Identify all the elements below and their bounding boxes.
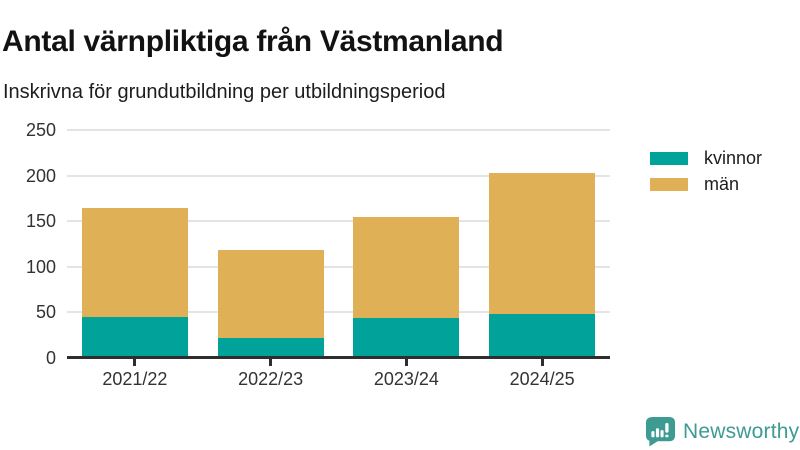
newsworthy-wordmark: Newsworthy xyxy=(683,419,800,443)
newsworthy-chart-bubble-icon xyxy=(645,416,676,447)
x-axis-line xyxy=(67,356,610,359)
chart-title: Antal värnpliktiga från Västmanland xyxy=(2,25,504,59)
newsworthy-logo: Newsworthy xyxy=(645,416,799,447)
y-tick-label-0: 0 xyxy=(45,348,56,368)
legend-swatch-kvinnor xyxy=(650,152,688,165)
legend-swatch-man xyxy=(650,178,688,191)
legend-label: män xyxy=(704,174,740,194)
chart-legend: kvinnor män xyxy=(650,146,762,197)
bar-segment-kvinnor-2022/23 xyxy=(217,337,324,358)
bar-segment-kvinnor-2021/22 xyxy=(81,316,188,358)
gridline-50 xyxy=(67,311,610,314)
y-tick-label-50: 50 xyxy=(35,302,56,323)
legend-item-kvinnor: kvinnor xyxy=(650,146,762,171)
x-tick-label-2023/24: 2023/24 xyxy=(373,369,439,389)
x-tick-2023/24 xyxy=(404,359,408,366)
bar-segment-män-2023/24 xyxy=(353,216,460,318)
x-tick-2021/22 xyxy=(133,359,137,366)
bar-segment-kvinnor-2023/24 xyxy=(353,317,460,358)
gridline-200 xyxy=(67,174,610,177)
bar-segment-män-2022/23 xyxy=(217,250,324,338)
y-tick-label-100: 100 xyxy=(25,256,56,277)
y-tick-label-250: 250 xyxy=(25,120,56,140)
legend-item-man: män xyxy=(650,172,762,197)
gridline-100 xyxy=(67,265,610,268)
x-tick-label-2021/22: 2021/22 xyxy=(102,369,168,389)
chart-subtitle: Inskrivna för grundutbildning per utbild… xyxy=(3,81,446,103)
legend-label: kvinnor xyxy=(704,148,763,168)
plot-area: 0 50 100 150 200 250 2021/22 2022/23 2023/24 2024… xyxy=(26,120,610,389)
bar-segment-män-2021/22 xyxy=(81,208,188,317)
x-tick-label-2024/25: 2024/25 xyxy=(509,369,575,389)
x-tick-label-2022/23: 2022/23 xyxy=(238,369,304,389)
bar-segment-kvinnor-2024/25 xyxy=(489,314,596,358)
x-tick-2024/25 xyxy=(540,359,544,366)
x-tick-2022/23 xyxy=(269,359,273,366)
gridline-250 xyxy=(67,129,610,131)
y-tick-label-150: 150 xyxy=(25,211,56,232)
y-tick-label-200: 200 xyxy=(25,165,56,186)
gridline-150 xyxy=(67,220,610,223)
bar-segment-män-2024/25 xyxy=(489,172,596,315)
